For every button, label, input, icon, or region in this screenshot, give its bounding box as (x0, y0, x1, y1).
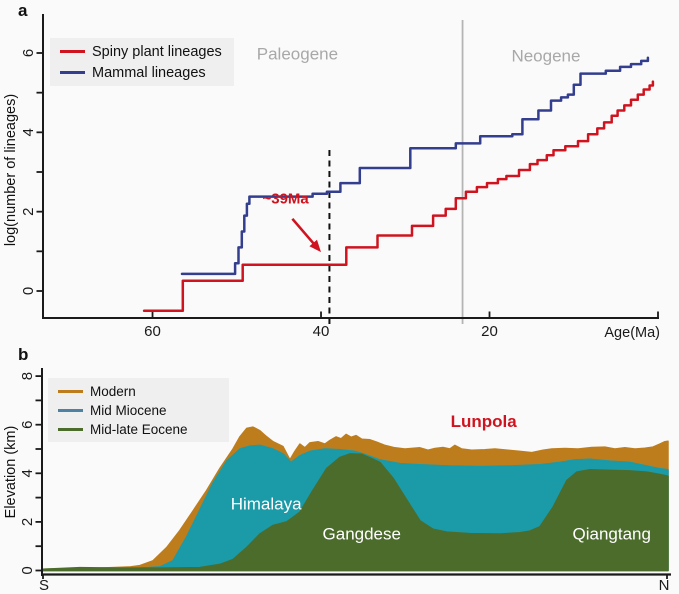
panel-a-y-tick-label: 0 (20, 287, 37, 295)
legend-label: Modern (90, 383, 136, 399)
panel-b-label: b (18, 345, 29, 364)
annotation-39ma-text: ~39Ma (262, 191, 309, 208)
north-label: N (659, 577, 670, 594)
mid-late-eocene-elevation-area (42, 453, 669, 572)
era-label-neogene: Neogene (511, 46, 580, 65)
panel-b-y-tick-label: 2 (19, 518, 36, 526)
legend-swatch-line (58, 427, 83, 431)
legend-item: Mid Miocene (58, 403, 219, 418)
era-label-paleogene: Paleogene (257, 44, 338, 63)
panel-a-y-tick-label: 4 (20, 128, 37, 136)
region-label-himalaya: Himalaya (231, 494, 302, 513)
region-label-gangdese: Gangdese (323, 525, 401, 544)
panel-b-y-tick-label: 4 (19, 469, 36, 477)
panel-b-y-axis-title: Elevation (km) (3, 425, 19, 519)
legend-item: Mammal lineages (60, 65, 224, 81)
region-label-lunpola: Lunpola (451, 412, 518, 431)
panel-a-x-tick-label: 40 (313, 323, 330, 340)
panel-a-label: a (18, 1, 28, 20)
legend-swatch-line (60, 50, 85, 53)
legend-item: Mid-late Eocene (58, 422, 219, 437)
legend-swatch-line (58, 389, 83, 393)
panel-b-legend: Modern Mid Miocene Mid-late Eocene (48, 378, 229, 442)
panel-a-y-tick-label: 2 (20, 207, 37, 215)
legend-label: Mammal lineages (92, 64, 206, 81)
panel-a-legend: Spiny plant lineages Mammal lineages (50, 38, 234, 86)
annotation-arrow-shaft (291, 217, 317, 247)
panel-b-y-tick-label: 0 (19, 566, 36, 574)
south-label: S (39, 577, 49, 594)
panel-a-y-axis-title: log(number of lineages) (3, 93, 19, 247)
panel-a-x-tick-label: 20 (481, 323, 498, 340)
panel-b-y-tick-label: 6 (19, 421, 36, 429)
panel-a-x-axis-title: Age(Ma) (604, 325, 660, 341)
legend-swatch-line (58, 408, 83, 412)
panel-b-y-tick-label: 8 (19, 372, 36, 380)
annotation-arrow-head (309, 239, 322, 253)
region-label-qiangtang: Qiangtang (573, 525, 651, 544)
spiny-plant-lineages-line (142, 80, 655, 313)
legend-label: Spiny plant lineages (92, 43, 222, 60)
legend-swatch-line (60, 71, 85, 74)
legend-item: Spiny plant lineages (60, 44, 224, 60)
legend-label: Mid-late Eocene (90, 421, 188, 437)
panel-a-x-tick-label: 60 (144, 323, 161, 340)
legend-label: Mid Miocene (90, 402, 167, 418)
mammal-lineages-line (180, 56, 650, 276)
legend-item: Modern (58, 384, 219, 399)
panel-a-y-tick-label: 6 (20, 49, 37, 57)
